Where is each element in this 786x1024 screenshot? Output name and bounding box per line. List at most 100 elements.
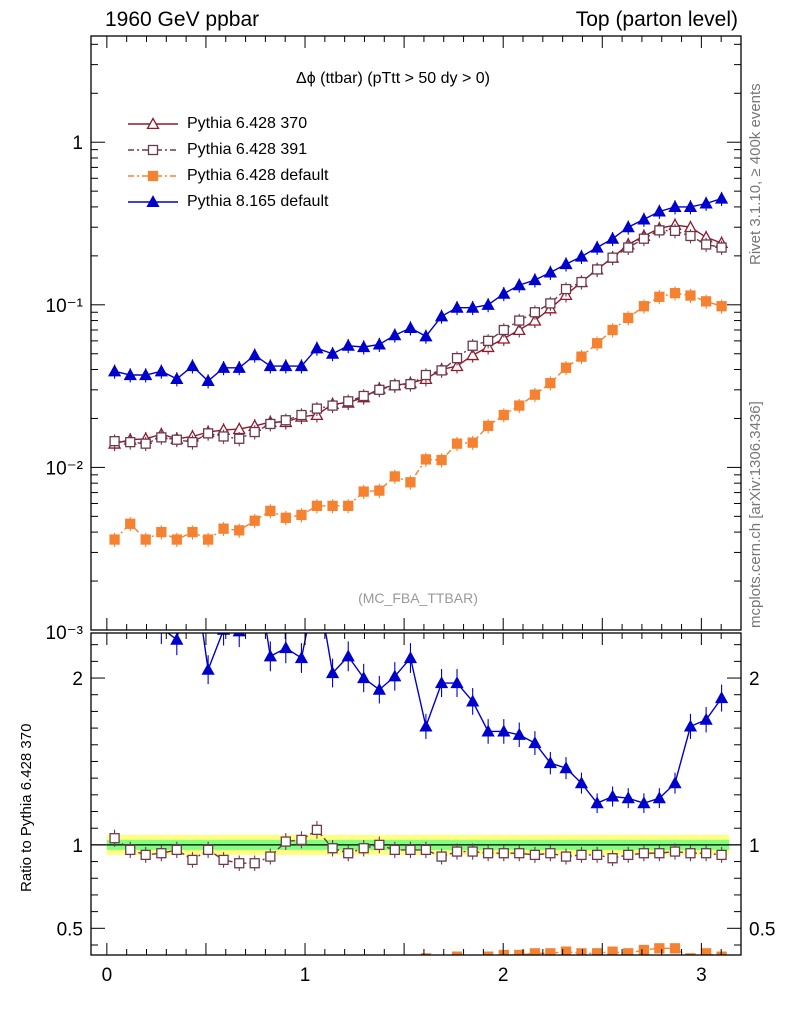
data-point xyxy=(654,291,665,302)
data-point xyxy=(405,477,416,488)
data-point xyxy=(250,964,259,973)
data-point xyxy=(623,948,634,955)
data-point xyxy=(172,967,181,976)
data-point xyxy=(325,666,340,679)
data-point xyxy=(451,438,463,449)
data-point xyxy=(156,432,167,443)
data-point xyxy=(466,348,480,361)
data-point xyxy=(389,380,400,391)
data-point xyxy=(451,951,463,955)
data-point xyxy=(638,233,650,244)
data-point xyxy=(344,969,353,978)
data-point xyxy=(714,691,729,704)
data-point xyxy=(466,694,480,707)
data-point xyxy=(668,776,682,789)
data-point xyxy=(358,843,369,854)
data-point xyxy=(669,287,681,299)
data-point xyxy=(170,633,184,645)
x-tick-label: 0 xyxy=(102,965,113,986)
data-point xyxy=(545,298,556,309)
data-point xyxy=(201,662,215,675)
data-point xyxy=(279,359,293,372)
data-point xyxy=(232,360,246,373)
rivet-version-label: Rivet 3.1.10, ≥ 400k events xyxy=(747,83,764,265)
x-tick-label: 1 xyxy=(300,965,311,986)
series-line-p391 xyxy=(114,229,722,445)
ratio-series-p391 xyxy=(109,821,727,871)
data-point xyxy=(699,196,713,209)
data-point xyxy=(654,943,665,954)
data-point xyxy=(450,300,464,313)
legend-marker-p8 xyxy=(146,195,160,208)
data-point xyxy=(652,204,666,217)
data-point xyxy=(716,301,727,312)
data-point xyxy=(296,834,307,846)
data-point xyxy=(389,844,400,856)
data-point xyxy=(685,848,696,859)
data-point xyxy=(343,848,354,859)
data-point xyxy=(265,505,276,517)
ratio-y-axis-label: Ratio to Pythia 6.428 370 xyxy=(18,723,35,892)
main-panel-series xyxy=(107,191,729,547)
data-point xyxy=(668,200,682,212)
data-point xyxy=(559,761,573,774)
data-point xyxy=(576,351,587,362)
data-point xyxy=(529,389,541,400)
data-point xyxy=(482,335,494,347)
data-point xyxy=(249,515,260,526)
data-point xyxy=(325,346,340,359)
data-point xyxy=(685,230,696,242)
data-point xyxy=(249,551,260,561)
data-point xyxy=(202,534,214,545)
data-point xyxy=(327,843,338,854)
ratio-line-p391 xyxy=(114,828,722,864)
ratio-series-pdef xyxy=(172,943,727,978)
data-point xyxy=(700,848,712,859)
legend-marker-p370 xyxy=(146,117,160,130)
data-point xyxy=(605,231,620,244)
data-point xyxy=(529,948,541,955)
data-point xyxy=(654,848,665,859)
data-point xyxy=(235,967,244,976)
data-point xyxy=(512,323,526,336)
data-point xyxy=(234,858,245,869)
data-point xyxy=(187,436,198,448)
header-process-label: Top (parton level) xyxy=(575,8,738,31)
data-point xyxy=(574,249,589,262)
main-y-tick-label: 10⁻³ xyxy=(46,623,84,644)
data-point xyxy=(607,324,618,336)
data-point xyxy=(481,297,495,310)
data-point xyxy=(700,948,712,955)
data-point xyxy=(311,576,322,586)
data-point xyxy=(266,961,275,970)
data-point xyxy=(389,471,400,482)
ratio-panel-series xyxy=(109,551,729,978)
data-point xyxy=(187,554,198,564)
data-point xyxy=(467,437,478,448)
data-point xyxy=(419,329,433,342)
main-series-p370 xyxy=(107,218,729,452)
data-point xyxy=(358,390,369,402)
data-point xyxy=(623,312,634,324)
ratio-y-tick-label: 1 xyxy=(72,836,83,857)
data-point xyxy=(403,651,418,664)
data-point xyxy=(574,776,589,789)
data-point xyxy=(512,278,526,291)
data-point xyxy=(388,328,402,341)
data-point xyxy=(188,964,197,973)
data-point xyxy=(171,844,182,856)
data-point xyxy=(154,364,168,377)
data-point xyxy=(219,966,228,975)
data-point xyxy=(125,436,136,448)
data-point xyxy=(700,239,712,250)
data-point xyxy=(560,283,572,295)
data-point xyxy=(281,964,290,973)
data-point xyxy=(497,724,511,737)
data-point xyxy=(358,486,369,497)
data-point xyxy=(170,372,184,384)
data-point xyxy=(638,301,650,312)
data-point xyxy=(528,273,542,286)
data-point xyxy=(576,849,587,861)
data-point xyxy=(406,966,415,975)
